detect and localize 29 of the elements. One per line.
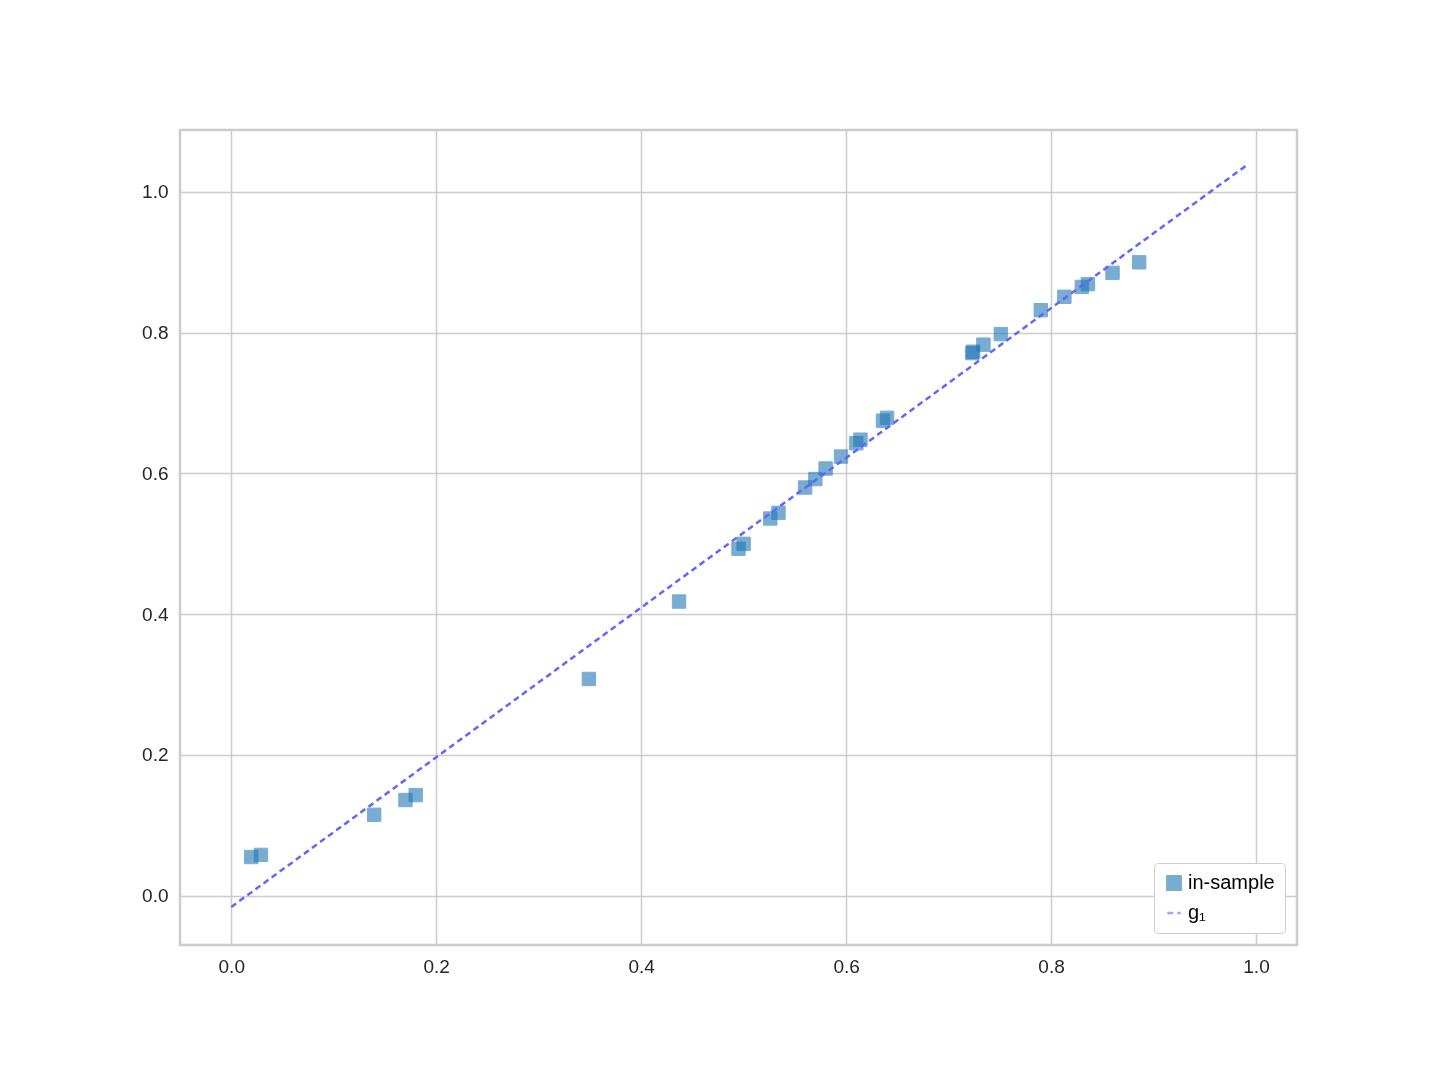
point bbox=[408, 787, 423, 803]
legend-label: g₁ bbox=[1188, 901, 1207, 923]
point bbox=[671, 594, 687, 609]
x-tick-label: 0.2 bbox=[423, 955, 450, 977]
point bbox=[253, 847, 269, 863]
point bbox=[993, 326, 1009, 342]
x-tick-label: 0.0 bbox=[218, 955, 245, 977]
point bbox=[581, 671, 597, 687]
y-tick-label: 0.6 bbox=[142, 462, 169, 484]
x-tick-label: 0.4 bbox=[628, 955, 656, 977]
y-tick-label: 0.0 bbox=[142, 885, 169, 907]
point bbox=[366, 807, 382, 823]
point bbox=[1105, 265, 1120, 281]
x-tick-label: 0.6 bbox=[833, 955, 860, 977]
point bbox=[736, 536, 751, 552]
point bbox=[1033, 302, 1049, 318]
y-tick-label: 0.8 bbox=[142, 322, 169, 344]
point bbox=[1131, 255, 1147, 270]
x-tick-label: 0.8 bbox=[1038, 955, 1065, 977]
y-tick-label: 0.2 bbox=[142, 744, 169, 766]
x-tick-label: 1.0 bbox=[1243, 955, 1270, 977]
point bbox=[879, 410, 895, 426]
legend-label: in-sample bbox=[1188, 871, 1275, 893]
y-tick-label: 1.0 bbox=[142, 181, 169, 203]
point bbox=[976, 337, 991, 352]
point bbox=[853, 432, 868, 447]
y-tick-label: 0.4 bbox=[142, 603, 169, 625]
point bbox=[833, 449, 849, 464]
point bbox=[771, 505, 786, 521]
